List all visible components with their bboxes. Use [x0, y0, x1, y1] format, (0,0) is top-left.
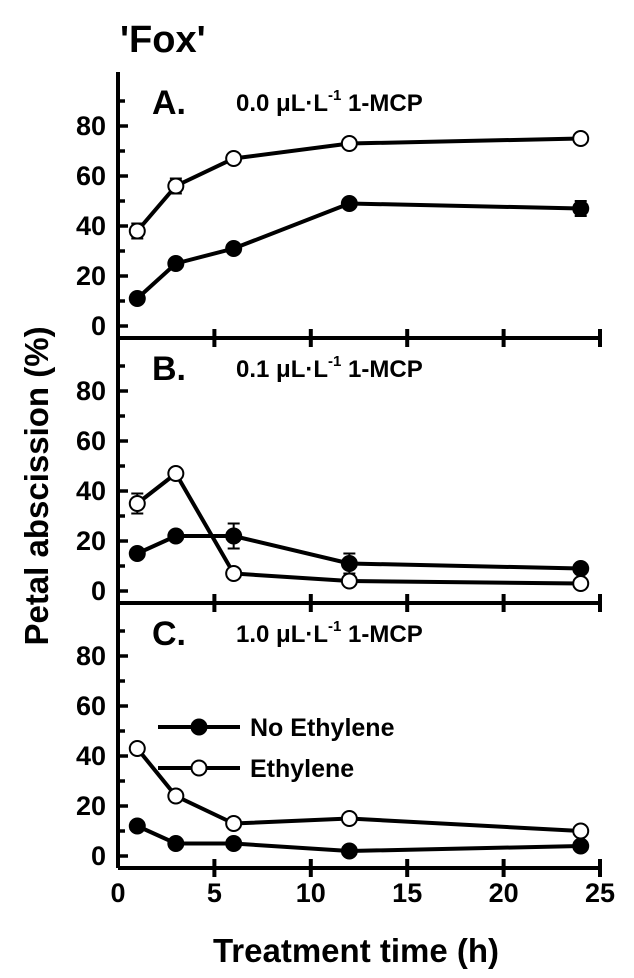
panel-a-ethylene-point: [572, 130, 590, 147]
panel-a-letter: A.: [152, 84, 186, 122]
x-tick-label: 20: [489, 878, 519, 908]
panel-a-no-ethylene-point: [167, 255, 185, 272]
panel-a-ethylene-point: [128, 222, 146, 240]
legend-ethylene-label: Ethylene: [250, 755, 354, 783]
panel-c-ethylene-point: [340, 810, 358, 827]
legend: No Ethylene Ethylene: [158, 714, 395, 783]
panel-a-no-ethylene-point: [128, 290, 146, 307]
y-tick-label: 0: [91, 576, 106, 606]
y-tick-label: 0: [91, 311, 106, 341]
y-tick-label: 20: [76, 791, 106, 821]
chart-title: 'Fox': [120, 19, 206, 61]
panel-b-ethylene-point: [225, 565, 243, 582]
x-tick-label: 0: [110, 878, 125, 908]
panel-c-ethylene-point: [572, 822, 590, 840]
panel-b-no-ethylene-point: [167, 527, 185, 545]
panel-a-no-ethylene-point: [340, 195, 358, 212]
panel-a-no-ethylene-point: [225, 240, 243, 257]
x-tick-label: 15: [392, 878, 422, 908]
y-tick-label: 80: [76, 111, 106, 141]
panel-b-no-ethylene-point: [128, 545, 146, 562]
panel-b-treatment: 0.1 μL·L-1 1-MCP: [236, 353, 423, 383]
panel-c-no-ethylene-point: [340, 842, 358, 860]
y-tick-label: 60: [76, 426, 106, 456]
panel-a-treatment: 0.0 μL·L-1 1-MCP: [236, 87, 423, 117]
panel-c-no-ethylene-point: [225, 835, 243, 852]
panel-c-ethylene-line: [135, 747, 581, 833]
panel-a-ethylene-point: [340, 135, 358, 152]
panel-c-ethylene-point: [167, 787, 185, 805]
y-tick-label: 80: [76, 641, 106, 671]
y-tick-label: 40: [76, 211, 106, 241]
panel-a-no-ethylene-line: [135, 201, 581, 300]
y-tick-label: 60: [76, 691, 106, 721]
panel-c-no-ethylene-point: [128, 817, 146, 835]
y-tick-label: 60: [76, 161, 106, 191]
panel-c-treatment: 1.0 μL·L-1 1-MCP: [236, 618, 423, 648]
panel-a-no-ethylene-point: [572, 200, 590, 217]
panel-a-ethylene-line: [135, 136, 581, 233]
panel-a-ethylene-point: [167, 177, 185, 195]
panel-b-letter: B.: [152, 350, 186, 388]
panel-b-no-ethylene-point: [572, 560, 590, 577]
panel-b-no-ethylene-point: [340, 555, 358, 572]
panel-b-no-ethylene-line: [136, 534, 581, 571]
plot-area: 0 20 40 60 80 A. 0.0 μL·L-1 1-MCP 0 20 40 60 80 B. 0.…: [76, 72, 615, 908]
panel-b-ethylene-point: [128, 495, 146, 512]
legend-no-ethylene-marker: [190, 718, 208, 736]
x-tick-label: 5: [207, 878, 222, 908]
panel-c-ethylene-point: [225, 815, 243, 832]
legend-no-ethylene-label: No Ethylene: [250, 714, 395, 742]
y-tick-label: 20: [76, 261, 106, 291]
panel-b-ethylene-point: [340, 572, 358, 590]
panel-b-ethylene-point: [572, 575, 590, 592]
y-tick-label: 20: [76, 526, 106, 556]
panel-c-ethylene-point: [128, 740, 146, 757]
y-tick-label: 40: [76, 741, 106, 771]
y-tick-label: 0: [91, 841, 106, 871]
panel-c-no-ethylene-point: [572, 837, 590, 855]
y-tick-label: 40: [76, 476, 106, 506]
x-tick-label: 10: [296, 878, 326, 908]
panel-a-ethylene-point: [225, 150, 243, 167]
panel-c-no-ethylene-line: [136, 824, 581, 854]
y-axis-title: Petal abscission (%): [18, 326, 55, 645]
x-axis-title: Treatment time (h): [213, 932, 499, 969]
x-tick-label: 25: [585, 878, 615, 908]
legend-ethylene-marker: [190, 759, 208, 777]
y-tick-label: 80: [76, 376, 106, 406]
panel-b-no-ethylene-point: [225, 527, 243, 545]
panel-c-no-ethylene-point: [167, 835, 185, 852]
panel-b-ethylene-point: [167, 465, 185, 482]
panel-c-letter: C.: [152, 615, 186, 653]
